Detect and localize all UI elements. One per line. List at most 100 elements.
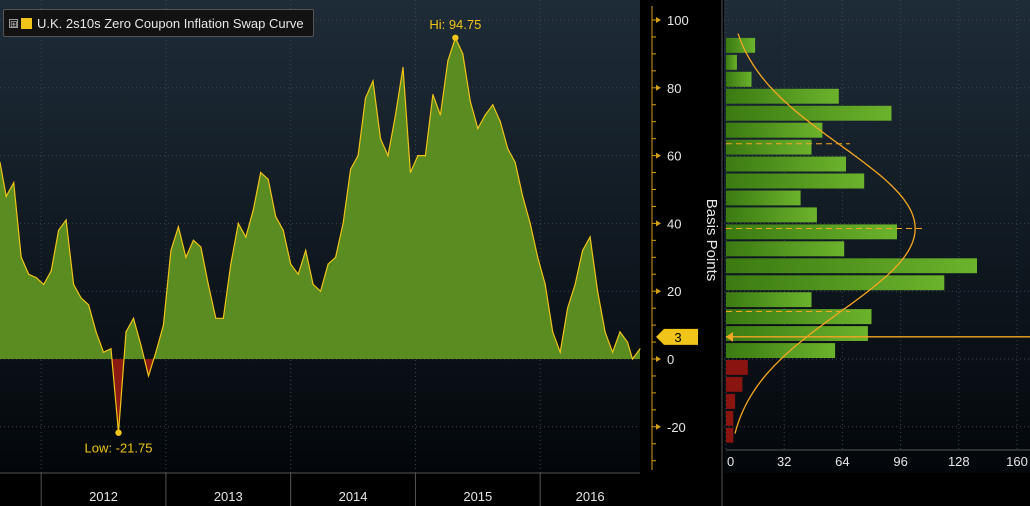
y-tick-label: -20 [667,420,686,435]
data-point [544,283,546,285]
data-point [477,127,479,130]
area-positive-fill [0,37,640,359]
x-tick-label: 2015 [463,489,492,504]
data-point [402,66,404,69]
data-point [297,273,299,275]
y-tick-marker [656,288,661,295]
histogram-bar [726,139,812,155]
legend-expand-icon[interactable]: ⊞ [9,18,18,29]
data-point [597,290,599,292]
histogram-bar [726,88,839,104]
histogram [726,33,977,443]
data-point [28,273,30,275]
high-marker [452,34,459,41]
data-point [372,80,374,82]
data-point [95,331,97,333]
legend-swatch [21,17,32,29]
hist-x-tick-label: 128 [948,454,970,469]
data-point [312,283,314,285]
data-point [574,283,576,285]
y-tick-label: 60 [667,149,681,164]
data-point [185,256,187,258]
legend-label: U.K. 2s10s Zero Coupon Inflation Swap Cu… [37,15,304,31]
data-point [589,236,591,238]
histogram-bar [726,105,892,121]
data-point [65,219,67,221]
x-tick-label: 2012 [89,489,118,504]
data-point [462,53,464,55]
data-point [327,263,329,265]
data-point [612,351,614,353]
data-point [409,171,411,174]
histogram-bar [726,122,823,138]
hist-x-tick-label: 96 [893,454,907,469]
y-tick-marker [656,84,661,91]
data-point [447,60,449,62]
histogram-bar [726,376,743,392]
histogram-bar [726,156,846,172]
data-point [626,341,629,343]
histogram-bar [726,207,817,223]
data-point [335,256,337,258]
data-point [132,317,135,319]
data-point [177,226,179,228]
legend[interactable]: ⊞ U.K. 2s10s Zero Coupon Inflation Swap … [3,9,314,37]
y-tick-label: 20 [667,284,681,299]
data-point [102,351,105,353]
data-point [290,263,292,265]
data-point [282,229,284,231]
hist-x-tick-label: 160 [1006,454,1028,469]
data-point [50,270,52,272]
last-value-arrow [726,331,733,342]
fitted-curve [734,33,916,434]
data-point [394,114,397,116]
data-point [387,155,389,157]
data-point [35,277,37,279]
histogram-bar [726,241,845,257]
x-tick-label: 2016 [576,489,605,504]
data-point [379,138,382,140]
y-tick-label: 0 [667,352,674,367]
data-point [88,304,90,306]
data-point [58,229,60,231]
data-point [147,375,150,377]
data-point [222,317,224,319]
last-value-label: 3 [674,330,681,345]
low-marker [115,429,122,436]
data-point [207,283,209,285]
data-point [230,263,232,265]
histogram-bar [726,343,836,358]
histogram-bar [726,54,737,70]
data-point [80,297,82,299]
data-point [125,331,127,333]
histogram-bar [726,326,868,341]
data-point [529,222,531,224]
data-point [252,209,254,211]
y-tick-label: 40 [667,216,681,231]
data-point [305,249,307,252]
data-point [619,331,621,333]
histogram-bar [726,393,736,409]
data-point [499,121,501,123]
data-point [424,155,426,157]
histogram-bar [726,37,756,53]
y-tick-marker [656,152,661,159]
data-point [275,216,277,218]
y-tick-marker [656,220,661,227]
data-point [237,222,239,224]
data-point [73,283,75,285]
histogram-bar [726,258,977,274]
hist-x-tick-label: 32 [777,454,791,469]
histogram-bar [726,309,872,325]
data-point [215,317,217,319]
data-point [260,171,262,174]
data-point [13,182,15,184]
histogram-bar [726,190,801,206]
data-point [200,246,202,248]
x-tick-label: 2013 [214,489,243,504]
data-point [484,114,486,116]
data-point [162,324,164,326]
y-axis-label: Basis Points [703,199,720,282]
x-tick-label: 2014 [339,489,368,504]
histogram-bar [726,275,945,291]
